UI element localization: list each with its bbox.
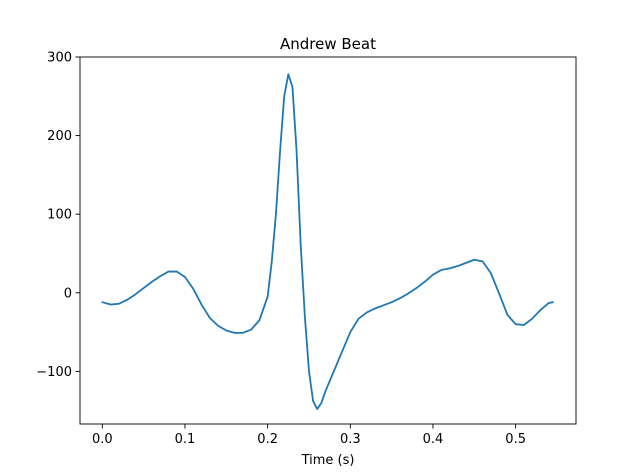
y-tick-label: 0: [64, 286, 72, 301]
y-tick-label: 300: [47, 51, 72, 66]
x-tick-label: 0.3: [340, 432, 361, 447]
x-tick-label: 0.0: [92, 432, 113, 447]
chart-title: Andrew Beat: [280, 35, 376, 53]
x-axis-title: Time (s): [301, 453, 355, 468]
x-tick-label: 0.4: [423, 432, 444, 447]
x-axis: 0.0 0.1 0.2 0.3 0.4 0.5: [92, 424, 526, 447]
y-tick-label: −100: [36, 365, 72, 380]
y-tick-label: 100: [47, 208, 72, 223]
y-axis: −100 0 100 200 300: [36, 51, 80, 380]
series-line-0: [101, 73, 554, 410]
x-tick-label: 0.1: [175, 432, 196, 447]
plot-area: [101, 73, 554, 410]
x-tick-label: 0.5: [505, 432, 526, 447]
plot-frame: [79, 56, 577, 425]
y-tick-label: 200: [47, 129, 72, 144]
x-tick-label: 0.2: [257, 432, 278, 447]
